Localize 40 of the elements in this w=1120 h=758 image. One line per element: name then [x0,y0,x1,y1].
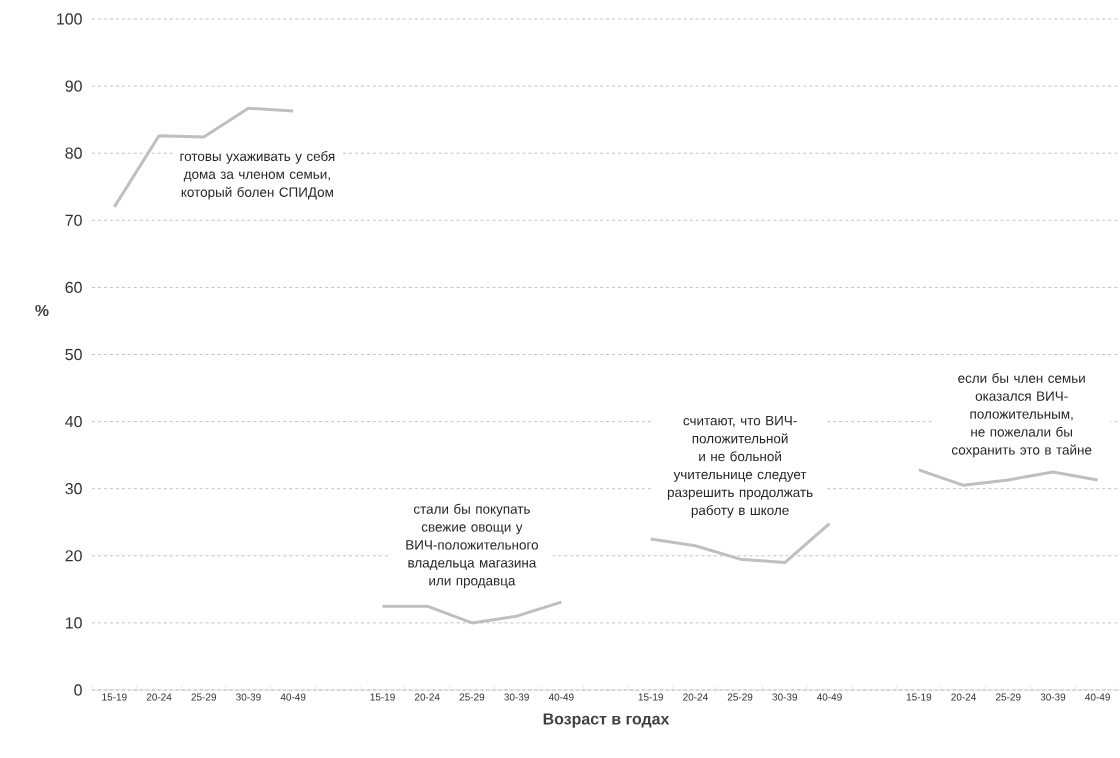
x-tick-label: 15-19 [906,693,932,701]
x-tick-label: 30-39 [504,693,529,701]
y-tick-label: 80 [65,147,82,159]
x-tick-label: 40-49 [816,693,842,701]
x-tick-label: 25-29 [459,693,485,701]
series-label: если бы член семьи оказался ВИЧ-положительным, не пожелали бы сохранить это в тайне [951,372,1092,458]
x-tick-label: 20-24 [414,693,440,701]
line-series [917,468,1100,487]
line-series [649,522,831,565]
x-tick-label: 20-24 [951,693,977,701]
y-tick-label: 20 [65,550,82,562]
y-tick-label: 50 [65,348,82,361]
x-tick-label: 30-39 [236,693,261,701]
x-tick-label: 25-29 [191,693,217,701]
y-tick-label: 40 [65,415,82,428]
x-tick-label: 15-19 [370,693,395,701]
line-series [381,600,563,625]
y-tick-label: 60 [65,281,82,294]
x-tick-label: 40-49 [280,693,306,701]
y-tick-label: 70 [65,214,82,226]
y-tick-label: 0 [74,684,82,696]
y-tick-label: 10 [65,617,82,629]
x-tick-label: 40-49 [1085,693,1110,701]
x-tick-label: 20-24 [683,693,708,701]
x-tick-label: 40-49 [548,693,574,701]
x-tick-label: 30-39 [772,693,798,701]
y-tick-label: 90 [65,80,82,92]
series-label: стали бы покупать свежие овощи у ВИЧ-положительного владельца магазина или продавца [406,503,538,589]
x-tick-label: 20-24 [146,693,172,701]
x-tick-label: 25-29 [727,693,753,701]
x-tick-label: 30-39 [1040,693,1066,701]
y-tick-label: 30 [65,483,82,495]
y-axis-title: % [35,304,49,317]
series-label: готовы ухаживать у себя дома за членом семьи, который болен СПИДом [180,151,335,200]
y-tick-label: 100 [57,13,82,25]
series-label: считают, что ВИЧ-положительной и не больной учительнице следует разрешить продолжать работу в школе [667,415,813,518]
x-axis-title: Возраст в годах [543,713,670,728]
x-tick-label: 15-19 [638,693,663,701]
x-tick-label: 15-19 [102,693,127,701]
x-tick-label: 25-29 [996,693,1021,701]
